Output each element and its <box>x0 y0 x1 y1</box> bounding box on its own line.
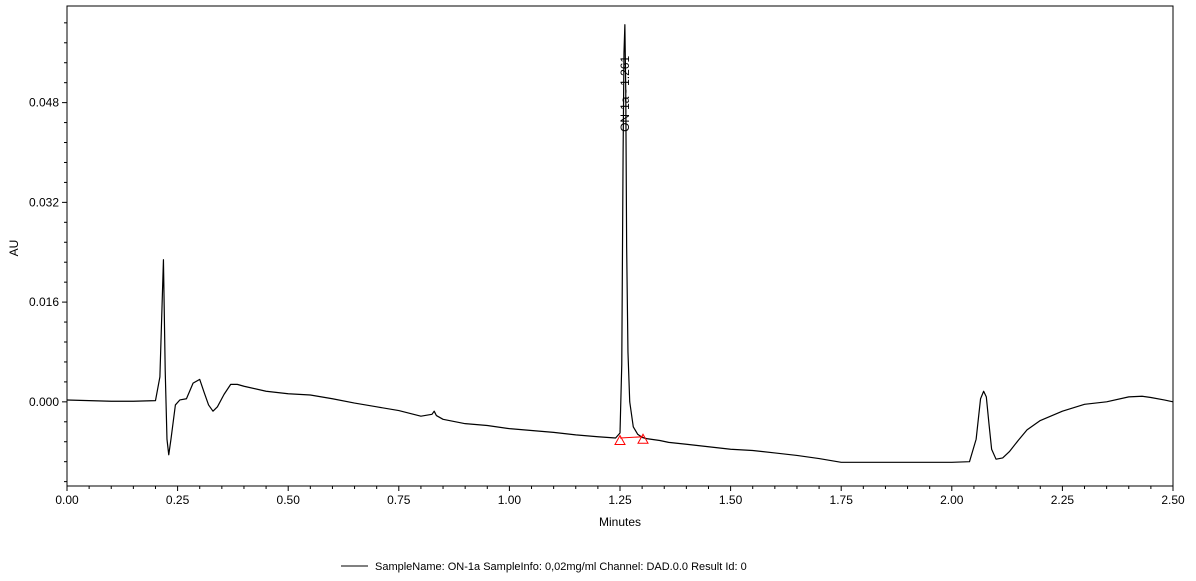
peak-label: ON-1a - 1.261 <box>618 56 632 132</box>
annotation-layer: ON-1a - 1.261 <box>618 56 632 132</box>
x-tick-label: 1.25 <box>608 493 632 507</box>
x-tick-label: 0.75 <box>387 493 411 507</box>
x-tick-label: 1.50 <box>719 493 743 507</box>
y-axis: 0.000 0.016 0.032 0.048 <box>29 22 67 483</box>
y-tick-label: 0.000 <box>29 395 59 409</box>
x-axis-title: Minutes <box>599 515 641 529</box>
y-tick-label: 0.048 <box>29 96 59 110</box>
x-tick-label: 0.25 <box>166 493 190 507</box>
x-tick-label: 0.00 <box>55 493 79 507</box>
x-tick-label: 2.00 <box>940 493 964 507</box>
baseline-marker <box>637 433 649 444</box>
x-tick-label: 2.25 <box>1051 493 1075 507</box>
legend-entry: SampleName: ON-1a SampleInfo: 0,02mg/ml … <box>375 561 747 573</box>
x-tick-label: 1.00 <box>498 493 522 507</box>
x-axis: 0.00 0.25 0.50 0.75 1.00 1.25 1.50 1.75 2.00 2.25… <box>55 486 1185 507</box>
baseline-marker <box>614 434 626 445</box>
integration-baseline <box>614 433 649 445</box>
x-tick-label: 1.75 <box>830 493 854 507</box>
series-layer <box>66 24 1174 463</box>
chromatogram-trace <box>66 24 1174 463</box>
y-tick-label: 0.032 <box>29 195 59 209</box>
y-tick-label: 0.016 <box>29 295 59 309</box>
legend: SampleName: ON-1a SampleInfo: 0,02mg/ml … <box>341 561 747 573</box>
x-tick-label: 0.50 <box>277 493 301 507</box>
y-axis-title: AU <box>7 240 21 257</box>
x-tick-label: 2.50 <box>1161 493 1185 507</box>
baseline-line <box>619 436 644 439</box>
